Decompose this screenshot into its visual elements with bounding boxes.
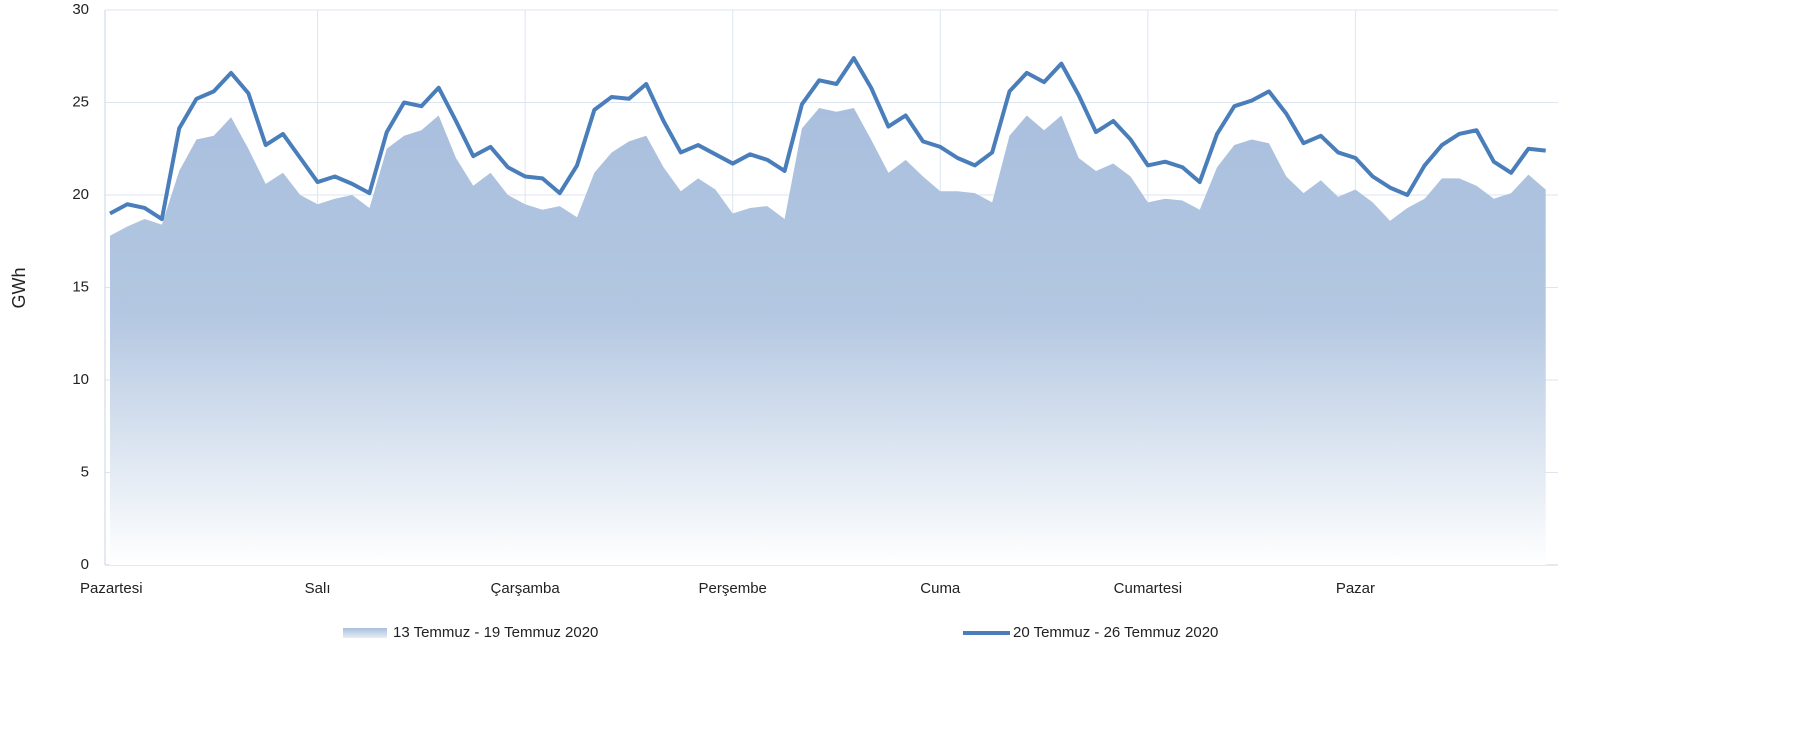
x-tick-label: Salı [305, 580, 331, 597]
legend-swatch [343, 628, 387, 638]
y-axis-label: GWh [9, 267, 29, 308]
area [110, 108, 1546, 566]
line [109, 56, 1546, 222]
legend-label: 20 Temmuz - 26 Temmuz 2020 [1013, 624, 1218, 641]
x-tick-label: Perşembe [699, 580, 767, 597]
y-tick-label: 30 [72, 1, 89, 18]
x-tick-label: Çarşamba [491, 580, 561, 597]
y-tick-label: 0 [81, 556, 89, 573]
y-tick-label: 10 [72, 371, 89, 388]
x-tick-label: Pazartesi [80, 580, 143, 597]
x-tick-label: Cumartesi [1114, 580, 1182, 597]
y-tick-label: 25 [72, 93, 89, 110]
y-tick-label: 5 [81, 463, 89, 480]
legend-label: 13 Temmuz - 19 Temmuz 2020 [393, 624, 598, 641]
x-tick-label: Cuma [920, 580, 961, 597]
y-tick-label: 15 [72, 278, 89, 295]
x-tick-label: Pazar [1336, 580, 1375, 597]
y-tick-label: 20 [72, 186, 89, 203]
